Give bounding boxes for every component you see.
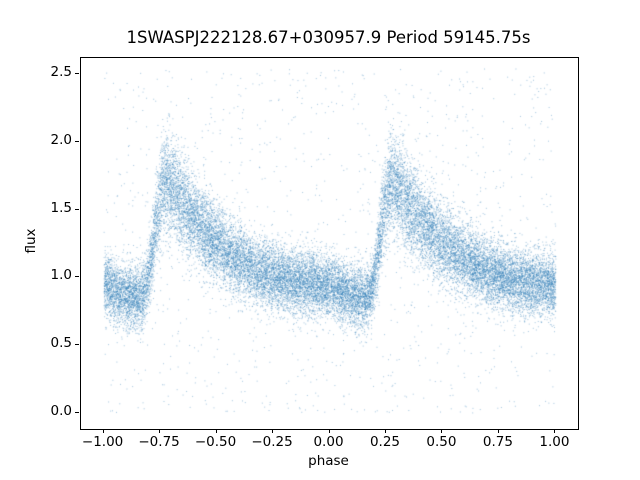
- x-tick-label: 0.50: [426, 434, 457, 450]
- x-tick-label: −0.75: [138, 434, 180, 450]
- x-tick-mark: [554, 429, 556, 433]
- y-tick-mark: [75, 344, 79, 346]
- x-tick-mark: [215, 429, 217, 433]
- x-tick-label: −0.50: [194, 434, 237, 450]
- y-tick-label: 2.0: [50, 131, 72, 148]
- x-tick-label: 0.25: [369, 434, 400, 450]
- x-tick-mark: [441, 429, 443, 433]
- x-tick-mark: [272, 429, 274, 433]
- x-tick-mark: [102, 429, 104, 433]
- x-tick-label: −1.00: [81, 434, 124, 450]
- chart-title: 1SWASPJ222128.67+030957.9 Period 59145.7…: [126, 28, 531, 47]
- x-tick-label: 0.00: [313, 434, 344, 450]
- y-tick-label: 2.5: [50, 64, 72, 81]
- y-tick-mark: [75, 73, 79, 75]
- x-tick-mark: [497, 429, 499, 433]
- y-tick-mark: [75, 140, 79, 142]
- x-tick-label: 0.75: [482, 434, 513, 450]
- x-axis-label: phase: [308, 453, 349, 469]
- x-tick-mark: [328, 429, 330, 433]
- plot-area: [80, 57, 579, 430]
- y-tick-mark: [75, 276, 79, 278]
- x-tick-mark: [384, 429, 386, 433]
- x-tick-label: −0.25: [251, 434, 293, 450]
- y-tick-label: 1.5: [50, 199, 72, 216]
- y-tick-mark: [75, 411, 79, 413]
- scatter-points-canvas: [81, 58, 578, 429]
- y-tick-label: 0.5: [50, 335, 72, 352]
- y-tick-mark: [75, 208, 79, 210]
- x-tick-label: 1.00: [539, 434, 570, 450]
- y-tick-label: 0.0: [50, 402, 72, 419]
- x-tick-mark: [159, 429, 161, 433]
- y-tick-label: 1.0: [50, 267, 72, 284]
